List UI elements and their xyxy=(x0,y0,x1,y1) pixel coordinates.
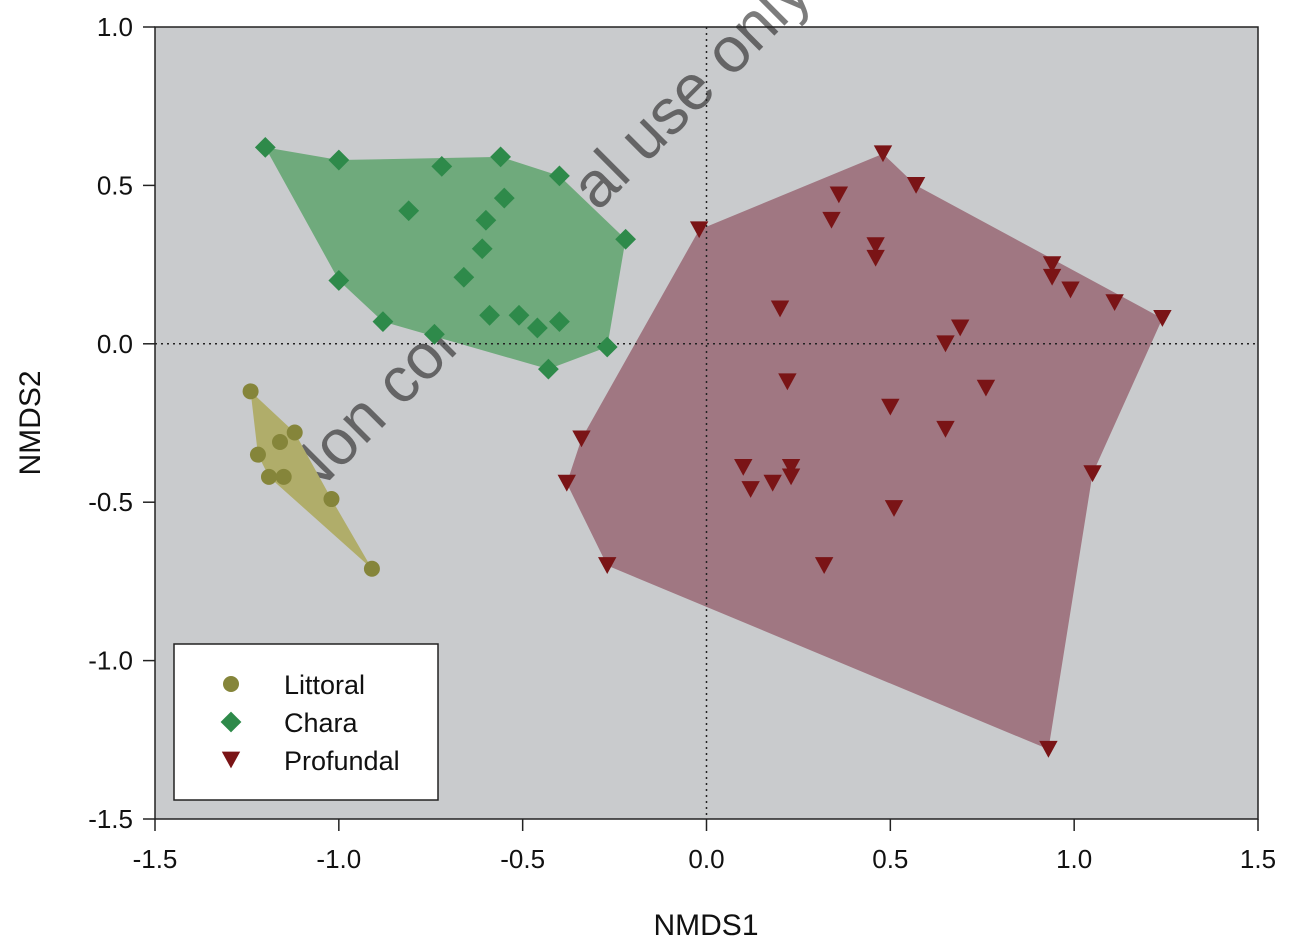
point-profundal xyxy=(814,557,834,574)
y-tick-label: -0.5 xyxy=(88,487,133,517)
point-chara xyxy=(424,323,445,345)
point-profundal xyxy=(1042,256,1062,273)
hull-chara xyxy=(265,147,626,370)
hull-layer xyxy=(250,147,1163,750)
point-profundal xyxy=(770,300,790,318)
x-tick-label: -1.0 xyxy=(316,844,361,874)
y-axis-title: NMDS2 xyxy=(14,370,47,475)
point-chara xyxy=(328,149,350,171)
point-chara xyxy=(328,270,350,291)
x-tick-label: 1.0 xyxy=(1056,844,1092,874)
x-axis-title: NMDS1 xyxy=(653,909,758,942)
x-tick-label: 1.5 xyxy=(1240,844,1276,874)
legend: Littoral Chara Profundal xyxy=(173,643,439,801)
point-profundal xyxy=(557,474,576,492)
legend-label-chara: Chara xyxy=(284,708,359,738)
x-tick-label: -1.5 xyxy=(133,844,178,874)
x-tick-label: -0.5 xyxy=(500,844,545,874)
legend-marker-chara xyxy=(220,711,242,733)
legend-label-littoral: Littoral xyxy=(284,670,365,700)
point-littoral xyxy=(275,468,292,485)
legend-box xyxy=(173,643,439,801)
point-profundal xyxy=(884,500,904,517)
point-profundal xyxy=(1083,465,1102,483)
point-profundal xyxy=(734,458,753,476)
point-chara xyxy=(596,336,618,358)
point-chara xyxy=(372,311,394,333)
point-profundal xyxy=(866,249,885,267)
point-chara xyxy=(254,136,276,158)
point-profundal xyxy=(1105,294,1124,312)
point-profundal xyxy=(1061,281,1080,299)
reference-lines xyxy=(155,27,1258,819)
point-chara xyxy=(615,228,637,250)
point-profundal xyxy=(572,430,591,448)
point-chara xyxy=(475,209,497,231)
point-chara xyxy=(453,266,475,288)
point-littoral xyxy=(249,446,266,463)
y-tick-label: 0.5 xyxy=(97,170,133,200)
point-chara xyxy=(431,155,453,177)
point-profundal xyxy=(1153,310,1172,327)
point-profundal xyxy=(781,468,801,486)
y-tick-label: -1.5 xyxy=(88,804,133,834)
legend-marker-littoral xyxy=(223,676,239,692)
point-littoral xyxy=(242,383,259,400)
legend-label-profundal: Profundal xyxy=(284,746,400,776)
point-littoral xyxy=(323,491,340,508)
point-profundal xyxy=(936,335,955,353)
point-littoral xyxy=(272,434,289,451)
point-profundal xyxy=(906,177,926,194)
point-littoral xyxy=(286,424,303,441)
point-profundal xyxy=(936,420,955,438)
point-profundal xyxy=(763,474,782,492)
point-profundal xyxy=(1039,740,1058,758)
point-chara xyxy=(490,146,512,168)
point-profundal xyxy=(950,319,970,337)
point-chara xyxy=(549,165,570,187)
y-tick-label: -1.0 xyxy=(88,646,133,676)
point-layer xyxy=(242,136,1172,758)
point-chara xyxy=(526,317,548,339)
point-chara xyxy=(493,187,515,209)
point-profundal xyxy=(881,398,900,416)
y-tick-label: 1.0 xyxy=(97,12,133,42)
point-profundal xyxy=(778,373,797,391)
point-profundal xyxy=(689,221,709,239)
axis-layer: -1.5 -1.0 -0.5 0.0 0.5 1.0 1.5 -1.5 -1.0 -0.5 0.0 0… xyxy=(88,12,1276,874)
point-chara xyxy=(471,238,493,260)
point-littoral xyxy=(260,468,277,485)
legend-marker-profundal xyxy=(221,751,241,769)
point-profundal xyxy=(829,186,849,204)
point-chara xyxy=(479,304,500,326)
point-profundal xyxy=(976,379,996,397)
hull-profundal xyxy=(566,153,1163,750)
point-profundal xyxy=(741,481,760,498)
x-tick-label: 0.5 xyxy=(872,844,908,874)
point-chara xyxy=(398,200,420,222)
point-profundal xyxy=(873,145,893,163)
point-profundal xyxy=(1042,268,1062,286)
point-chara xyxy=(549,311,570,333)
point-littoral xyxy=(363,560,380,577)
x-tick-label: 0.0 xyxy=(688,844,724,874)
y-tick-label: 0.0 xyxy=(97,329,133,359)
point-chara xyxy=(508,304,530,326)
point-chara xyxy=(538,358,559,380)
point-profundal xyxy=(598,557,617,574)
point-profundal xyxy=(866,237,885,254)
point-profundal xyxy=(822,211,841,229)
point-profundal xyxy=(781,458,801,476)
